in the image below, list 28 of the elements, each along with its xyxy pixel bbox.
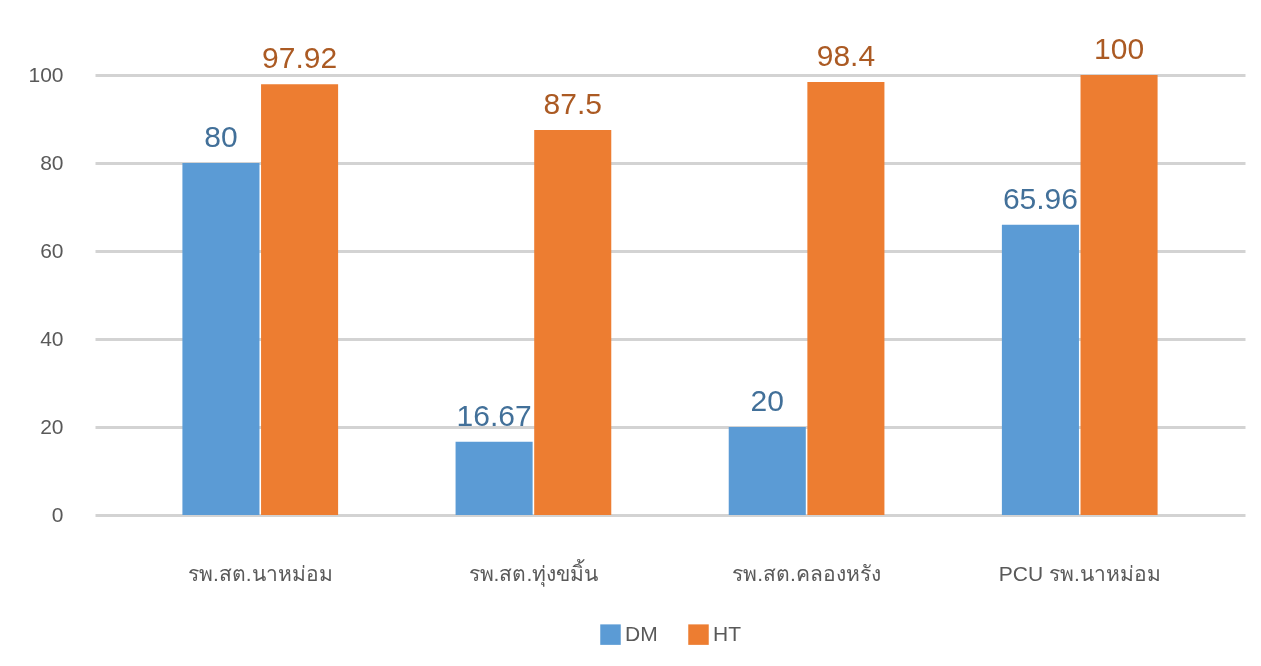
bar: [534, 130, 612, 515]
data-label: 87.5: [543, 87, 602, 120]
bar: [455, 441, 533, 515]
bar: [1080, 75, 1158, 515]
y-tick-label: 0: [51, 502, 64, 526]
data-label: 97.92: [262, 41, 338, 75]
legend-label: HT: [713, 621, 742, 645]
data-label: 98.4: [816, 39, 876, 73]
bar: [1001, 224, 1079, 515]
data-label: 80: [204, 120, 238, 153]
x-tick-label: รพ.สต.นาหม่อม: [187, 561, 333, 585]
x-tick-label: รพ.สต.คลองหรัง: [732, 561, 881, 585]
data-label: 16.67: [456, 398, 532, 432]
x-tick-label: PCU รพ.นาหม่อม: [998, 561, 1161, 585]
bar: [182, 163, 260, 515]
bar: [261, 84, 339, 515]
y-tick-label: 100: [28, 62, 64, 86]
y-tick-label: 60: [40, 238, 64, 262]
y-tick-label: 20: [40, 414, 64, 438]
bar: [728, 427, 806, 515]
x-tick-label: รพ.สต.ทุ่งขมิ้น: [468, 558, 599, 587]
bar: [807, 82, 885, 515]
y-tick-label: 80: [40, 150, 64, 174]
y-tick-label: 40: [40, 326, 64, 350]
data-label: 20: [750, 384, 784, 417]
data-label: 65.96: [1002, 181, 1078, 215]
data-label: 100: [1094, 32, 1145, 65]
legend-label: DM: [625, 621, 658, 645]
